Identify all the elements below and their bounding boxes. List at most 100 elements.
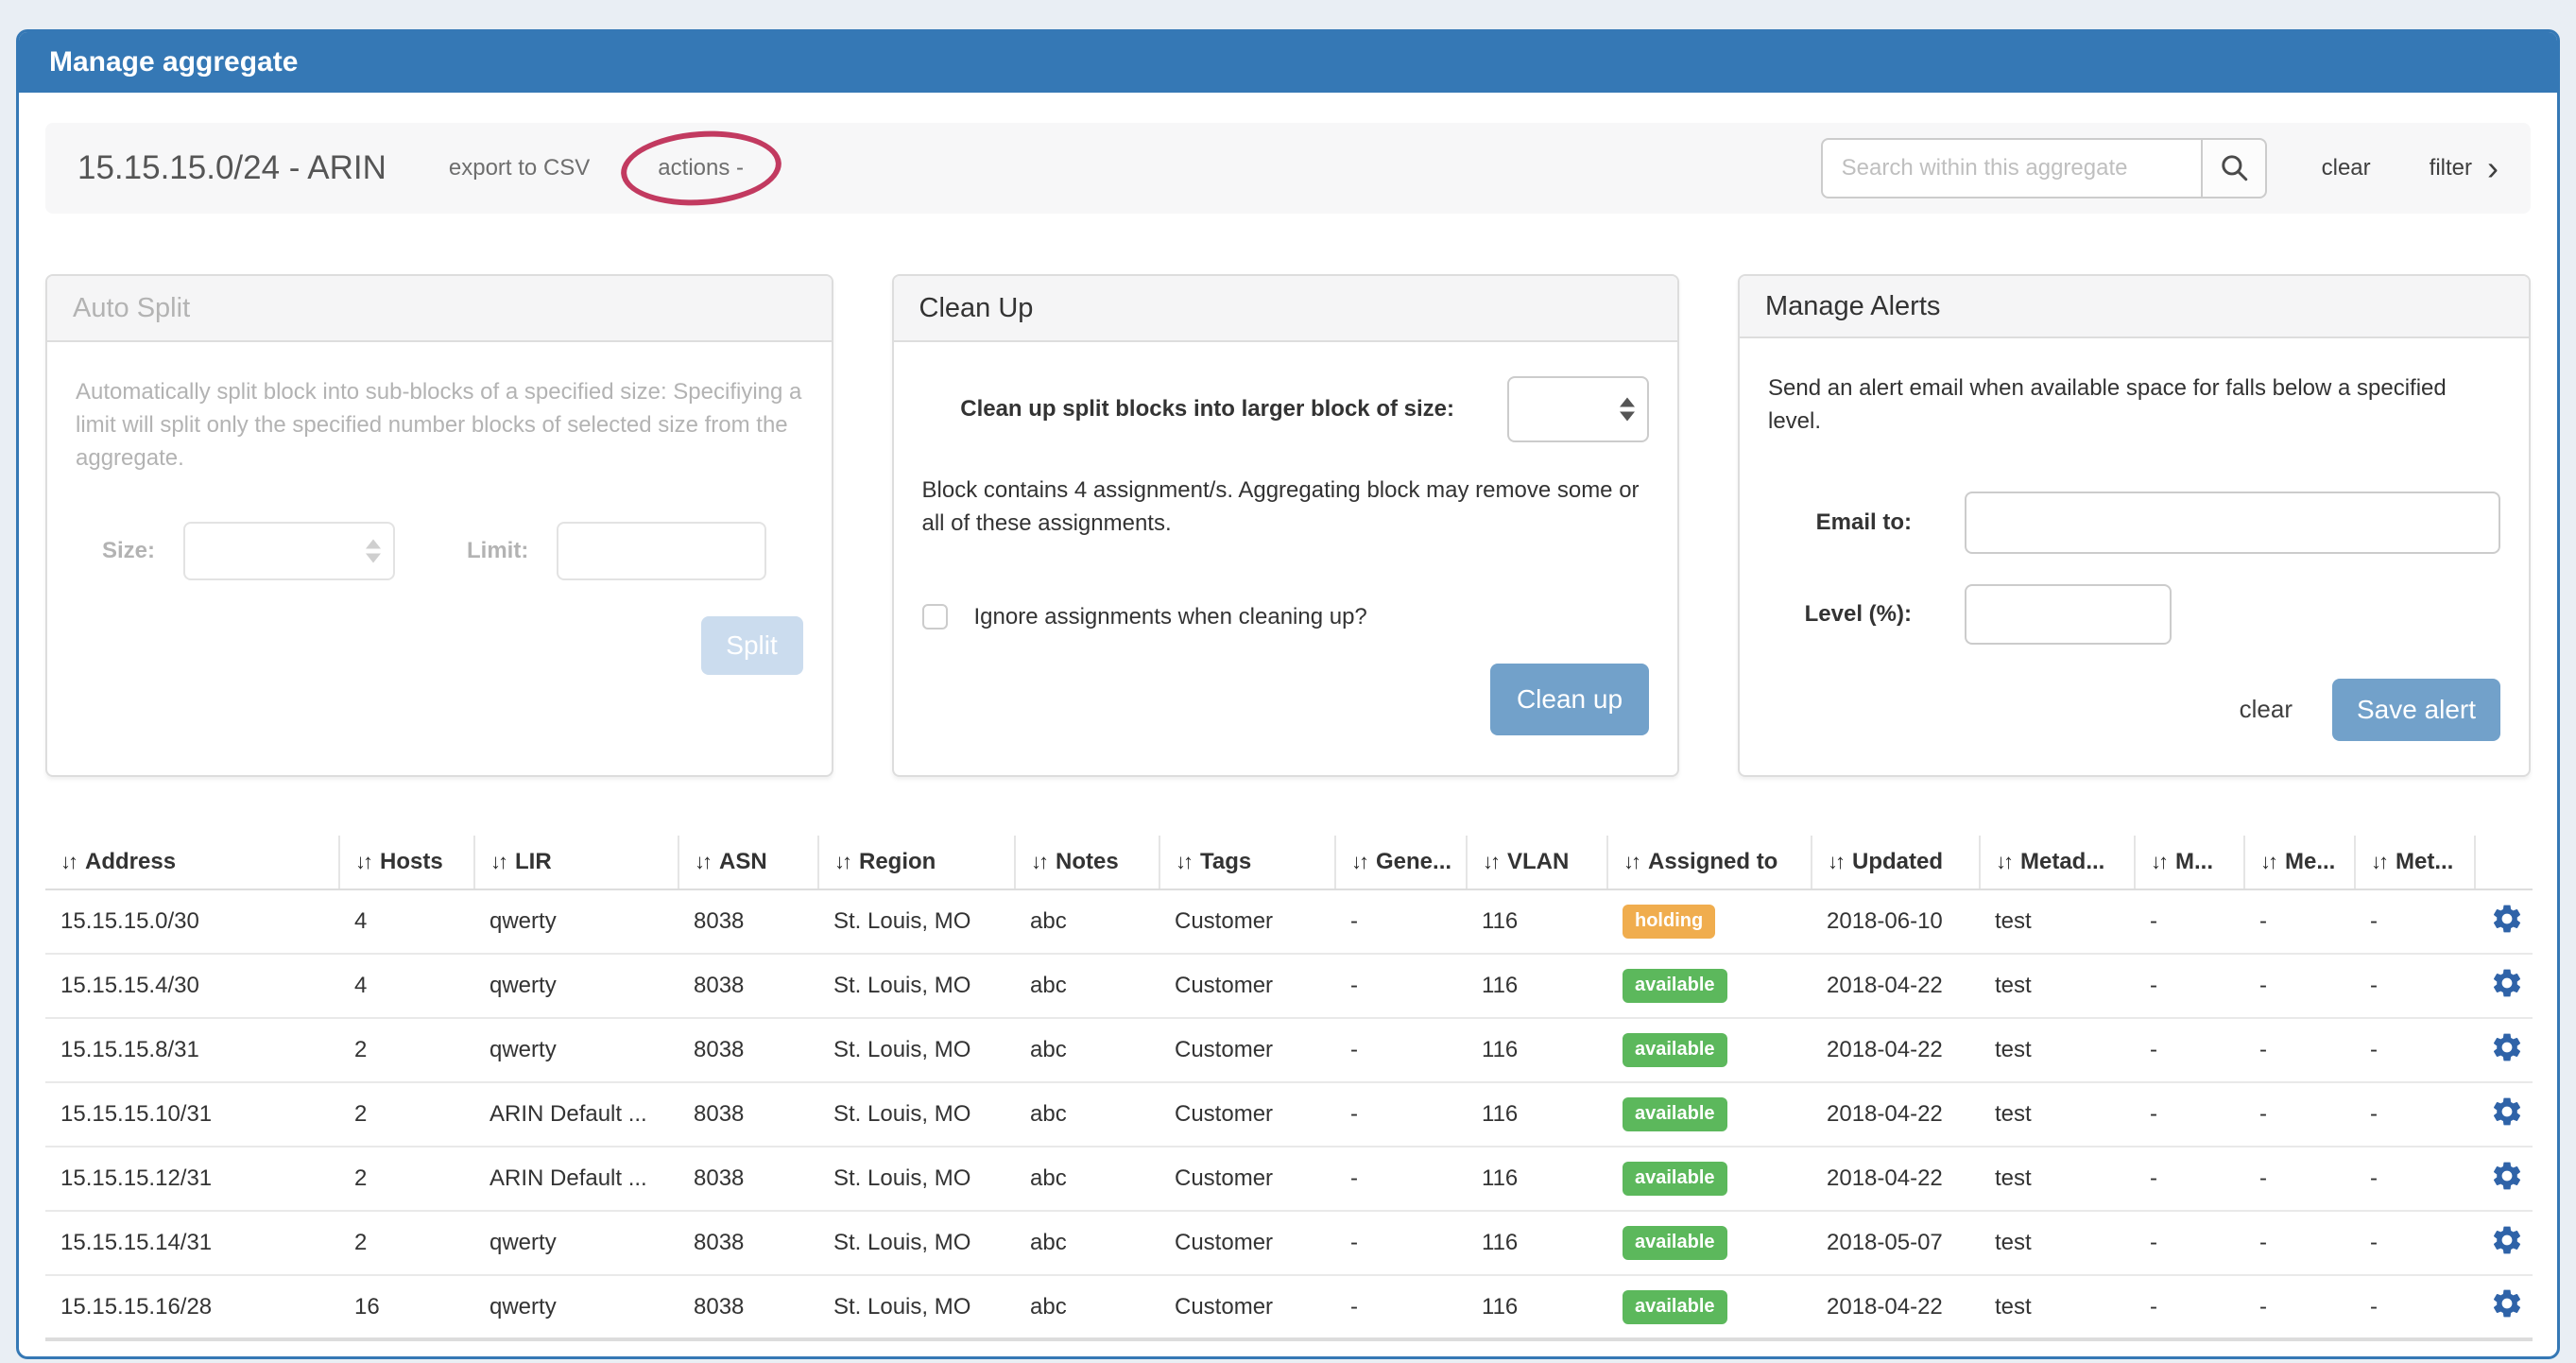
status-badge: available: [1623, 969, 1727, 1003]
clear-alert-link[interactable]: clear: [2239, 695, 2293, 724]
cell-updated: 2018-04-22: [1812, 1274, 1980, 1339]
cell-row-actions: [2475, 1210, 2533, 1275]
column-header-hosts[interactable]: ↓↑ Hosts: [339, 836, 475, 890]
gear-icon[interactable]: [2490, 1223, 2524, 1257]
table-row: 15.15.15.14/31 2 qwerty 8038 St. Louis, MO ab…: [45, 1210, 2533, 1275]
cell-row-actions: [2475, 1146, 2533, 1211]
column-header-gene[interactable]: ↓↑ Gene...: [1335, 836, 1468, 890]
gear-icon[interactable]: [2490, 902, 2524, 936]
cell-m: -: [2135, 1146, 2244, 1211]
cell-asn: 8038: [678, 1017, 818, 1082]
cell-notes: abc: [1015, 1081, 1159, 1147]
table-row: 15.15.15.8/31 2 qwerty 8038 St. Louis, MO abc…: [45, 1017, 2533, 1082]
cell-gene: -: [1335, 1210, 1467, 1275]
cell-hosts: 16: [339, 1274, 474, 1339]
gear-icon[interactable]: [2490, 1030, 2524, 1064]
cell-asn: 8038: [678, 1274, 818, 1339]
auto-split-heading: Auto Split: [47, 276, 832, 342]
cell-met: -: [2355, 953, 2475, 1018]
cell-tags: Customer: [1159, 953, 1335, 1018]
cell-notes: abc: [1030, 908, 1067, 934]
column-header-lir[interactable]: ↓↑ LIR: [474, 836, 679, 890]
cell-updated: 2018-04-22: [1812, 1081, 1980, 1147]
save-alert-button[interactable]: Save alert: [2332, 679, 2500, 741]
gear-icon[interactable]: [2490, 1095, 2524, 1129]
column-label: Region: [859, 849, 936, 874]
cell-notes: abc: [1015, 1210, 1159, 1275]
email-label: Email to:: [1815, 509, 1912, 535]
column-header-me[interactable]: ↓↑ Me...: [2244, 836, 2356, 890]
sort-icon: ↓↑: [695, 850, 713, 873]
cell-metad: test: [1980, 1274, 2135, 1339]
cell-m: -: [2135, 1210, 2244, 1275]
size-select[interactable]: [183, 522, 396, 581]
column-header-asn[interactable]: ↓↑ ASN: [678, 836, 819, 890]
gear-icon[interactable]: [2490, 1159, 2524, 1193]
sort-icon: ↓↑: [1176, 850, 1194, 873]
cell-gene: -: [1335, 1274, 1467, 1339]
cell-notes: abc: [1015, 1274, 1159, 1339]
clear-search-link[interactable]: clear: [2321, 155, 2371, 181]
cell-asn: 8038: [678, 1081, 818, 1147]
gear-icon[interactable]: [2490, 966, 2524, 1000]
split-button[interactable]: Split: [700, 616, 803, 676]
clean-up-size-select[interactable]: [1507, 376, 1649, 442]
cell-tags: Customer: [1175, 908, 1274, 934]
cell-region: St. Louis, MO: [818, 1017, 1015, 1082]
cell-updated: 2018-06-10: [1827, 908, 1943, 934]
column-header-met[interactable]: ↓↑ Met...: [2355, 836, 2476, 890]
column-label: M...: [2175, 849, 2213, 874]
cell-region: St. Louis, MO: [818, 1274, 1015, 1339]
cell-met: -: [2355, 1146, 2475, 1211]
cell-address: 15.15.15.14/31: [45, 1210, 339, 1275]
sort-icon: ↓↑: [1483, 850, 1501, 873]
cell-row-actions: [2475, 1017, 2533, 1082]
page-title: Manage aggregate: [49, 46, 299, 78]
status-badge: available: [1623, 1162, 1727, 1196]
cell-m: -: [2135, 1081, 2244, 1147]
clean-up-panel: Clean Up Clean up split blocks into larg…: [891, 274, 1679, 777]
cell-gene: -: [1335, 1146, 1467, 1211]
export-csv-link[interactable]: export to CSV: [448, 155, 591, 181]
size-label: Size:: [102, 537, 156, 563]
select-stepper-icon: [366, 539, 382, 563]
status-badge: available: [1623, 1097, 1727, 1131]
limit-input[interactable]: [557, 522, 767, 581]
column-label: Assigned to: [1648, 849, 1778, 874]
email-field[interactable]: [1965, 492, 2500, 554]
clean-up-info-text: Block contains 4 assignment/s. Aggregati…: [921, 477, 1640, 536]
column-header-metad[interactable]: ↓↑ Metad...: [1980, 836, 2136, 890]
cell-tags: Customer: [1159, 1146, 1335, 1211]
column-header-assigned_to[interactable]: ↓↑ Assigned to: [1607, 836, 1812, 890]
search-button[interactable]: [2200, 138, 2267, 198]
column-label: Me...: [2285, 849, 2336, 874]
column-header-m[interactable]: ↓↑ M...: [2135, 836, 2245, 890]
ignore-assignments-row: Ignore assignments when cleaning up?: [921, 601, 1650, 634]
aggregate-title: 15.15.15.0/24 - ARIN: [77, 149, 386, 186]
cell-vlan: 116: [1467, 1146, 1607, 1211]
cell-met: -: [2355, 1274, 2475, 1339]
cell-metad: test: [1980, 1146, 2135, 1211]
cell-row-actions: [2475, 1081, 2533, 1147]
column-header-vlan[interactable]: ↓↑ VLAN: [1467, 836, 1608, 890]
column-header-notes[interactable]: ↓↑ Notes: [1015, 836, 1160, 890]
column-header-updated[interactable]: ↓↑ Updated: [1812, 836, 1981, 890]
actions-dropdown[interactable]: actions -: [658, 155, 744, 181]
filter-link[interactable]: filter ›: [2430, 150, 2499, 184]
status-badge: holding: [1623, 905, 1716, 939]
manage-alerts-body: Send an alert email when available space…: [1740, 338, 2529, 775]
clean-up-button[interactable]: Clean up: [1490, 664, 1649, 736]
column-header-tags[interactable]: ↓↑ Tags: [1159, 836, 1336, 890]
ignore-assignments-checkbox[interactable]: [921, 604, 948, 630]
toolbar-right: clear filter ›: [1820, 138, 2499, 198]
level-field[interactable]: [1965, 584, 2172, 645]
search-input[interactable]: [1820, 138, 2201, 198]
cell-row-actions: [2475, 953, 2533, 1018]
gear-icon[interactable]: [2490, 1286, 2524, 1320]
column-header-address[interactable]: ↓↑ Address: [45, 836, 340, 890]
cell-assigned_to: available: [1607, 1146, 1812, 1211]
column-header-region[interactable]: ↓↑ Region: [818, 836, 1016, 890]
window-body: 15.15.15.0/24 - ARIN export to CSV actio…: [19, 93, 2557, 1341]
cell-hosts: 2: [339, 1146, 474, 1211]
select-stepper-icon: [1620, 397, 1635, 422]
